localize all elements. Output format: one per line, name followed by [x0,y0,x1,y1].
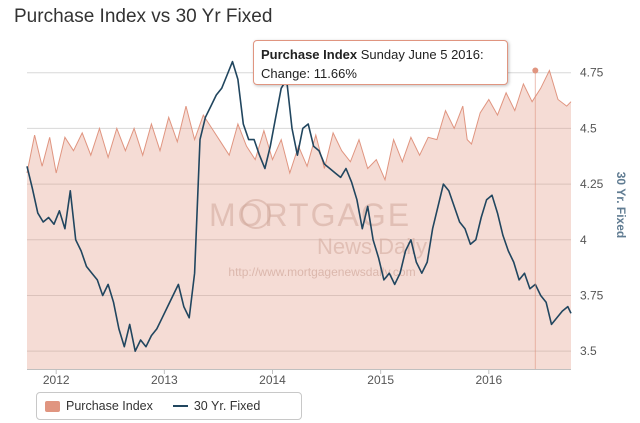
tooltip-marker [532,67,539,74]
tooltip: Purchase Index Sunday June 5 2016: Chang… [253,40,508,85]
x-axis: 2012 2013 2014 2015 2016 [27,369,571,387]
tooltip-change-value: 11.66% [313,66,357,81]
x-tick-label: 2015 [367,373,394,387]
legend-swatch-purchase-index [45,400,60,412]
legend: Purchase Index 30 Yr. Fixed [36,392,302,420]
y-axis-title: 30 Yr. Fixed [614,172,628,239]
watermark-line2: News Daily [317,234,427,259]
chart-title: Purchase Index vs 30 Yr Fixed [14,6,273,27]
x-tick-label: 2013 [151,373,178,387]
y-tick-label: 4.25 [580,177,604,191]
y-axis-right: 3.5 3.75 4 4.25 4.5 4.75 30 Yr. Fixed [580,66,628,358]
legend-swatch-30yr-fixed [172,405,188,407]
tooltip-series: Purchase Index [261,47,358,62]
rate-line [26,60,572,352]
x-tick-label: 2012 [43,373,70,387]
tooltip-change-label: Change: [261,66,311,81]
watermark-url: http://www.mortgagenewsdaily.com [228,265,415,279]
watermark-globe-icon [241,199,271,229]
y-tick-label: 4.75 [580,66,604,80]
y-tick-label: 3.75 [580,288,604,302]
grid [27,72,571,352]
y-tick-label: 3.5 [580,344,597,358]
tooltip-marker-layer [532,67,539,369]
tooltip-date: Sunday June 5 2016: [360,47,484,62]
y-tick-label: 4.5 [580,121,597,135]
x-tick-label: 2016 [475,373,502,387]
x-tick-label: 2014 [259,373,286,387]
y-tick-label: 4 [580,233,587,247]
legend-item-30yr-fixed[interactable]: 30 Yr. Fixed [172,399,261,413]
legend-label-30yr-fixed: 30 Yr. Fixed [193,399,261,413]
purchase-index-area [27,70,571,369]
purchase-index-layer [26,69,572,369]
legend-item-purchase-index[interactable]: Purchase Index [45,399,153,413]
purchase-index-line [26,69,572,182]
legend-label-purchase-index: Purchase Index [66,399,153,413]
rate-line-layer [26,60,572,352]
